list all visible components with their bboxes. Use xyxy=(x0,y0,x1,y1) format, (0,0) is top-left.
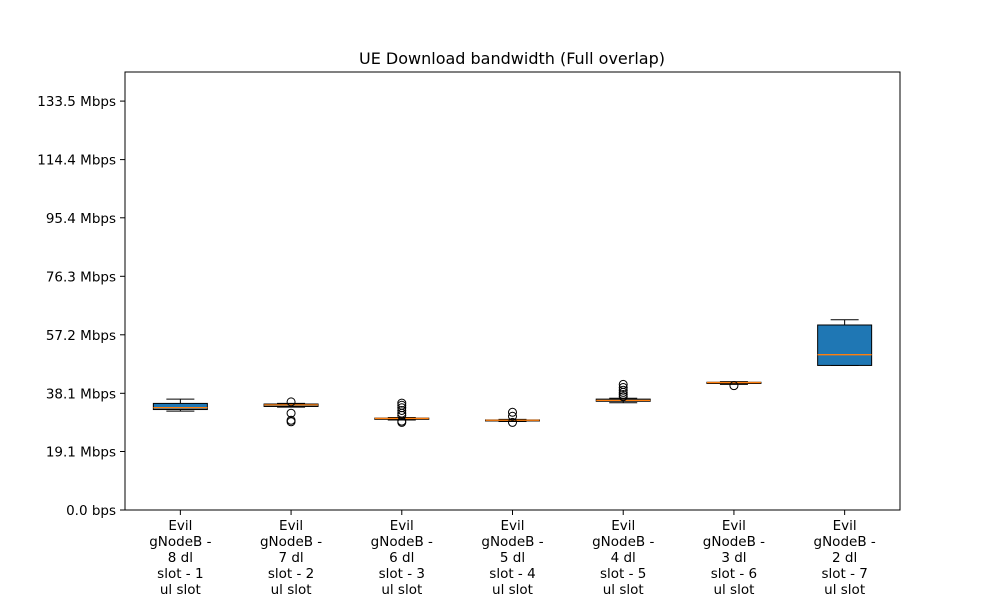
x-tick-label: Evil gNodeB -2 dl slot - 7 ul slot xyxy=(814,518,876,598)
x-tick-label: Evil gNodeB -3 dl slot - 6 ul slot xyxy=(703,518,765,598)
y-tick-label: 76.3 Mbps xyxy=(46,269,116,285)
x-tick-label-line: gNodeB - xyxy=(260,534,322,550)
y-tick-label: 114.4 Mbps xyxy=(37,153,116,169)
x-tick-label-line: gNodeB - xyxy=(481,534,543,550)
x-tick-label: Evil gNodeB -7 dl slot - 2 ul slot xyxy=(260,518,322,598)
y-tick-label: 95.4 Mbps xyxy=(46,211,116,227)
x-tick-label-line: gNodeB - xyxy=(149,534,211,550)
box-group xyxy=(375,399,429,426)
x-tick-label-line: ul slot xyxy=(381,582,422,598)
x-tick-label: Evil gNodeB -6 dl slot - 3 ul slot xyxy=(371,518,433,598)
x-tick-label-line: slot - 3 xyxy=(379,566,425,582)
x-tick-label-line: ul slot xyxy=(713,582,754,598)
x-tick-label: Evil gNodeB -4 dl slot - 5 ul slot xyxy=(592,518,654,598)
x-tick-label-line: 7 dl xyxy=(278,550,303,566)
x-tick-label-line: ul slot xyxy=(603,582,644,598)
y-tick-label: 19.1 Mbps xyxy=(46,444,116,460)
x-tick-label-line: ul slot xyxy=(824,582,865,598)
box-group xyxy=(818,320,872,366)
x-tick-label-line: slot - 2 xyxy=(268,566,314,582)
x-tick-label-line: gNodeB - xyxy=(703,534,765,550)
x-tick-label-line: 2 dl xyxy=(832,550,857,566)
box-iqr xyxy=(153,403,207,409)
x-tick-label-line: 5 dl xyxy=(500,550,525,566)
chart-title: UE Download bandwidth (Full overlap) xyxy=(359,49,665,68)
x-tick-label: Evil gNodeB -8 dl slot - 1 ul slot xyxy=(149,518,211,598)
plot-area-frame xyxy=(125,72,900,510)
box-group xyxy=(707,382,761,390)
x-tick-label-line: Evil xyxy=(500,518,524,534)
x-tick-label-line: 6 dl xyxy=(389,550,414,566)
box-group xyxy=(596,380,650,402)
x-tick-label-line: slot - 1 xyxy=(157,566,203,582)
x-tick-label-line: slot - 4 xyxy=(489,566,535,582)
y-tick-label: 57.2 Mbps xyxy=(46,328,116,344)
x-tick-label-line: Evil xyxy=(833,518,857,534)
x-tick-label-line: gNodeB - xyxy=(371,534,433,550)
x-tick-label-line: Evil xyxy=(279,518,303,534)
x-tick-label-line: 3 dl xyxy=(721,550,746,566)
x-tick-label-line: slot - 5 xyxy=(600,566,646,582)
y-axis: 0.0 bps 19.1 Mbps 38.1 Mbps 57.2 Mbps 76.3 M… xyxy=(37,94,125,519)
x-tick-label-line: slot - 7 xyxy=(821,566,867,582)
box-series xyxy=(153,320,871,427)
box-group xyxy=(264,398,318,426)
x-tick-label-line: ul slot xyxy=(271,582,312,598)
x-tick-label: Evil gNodeB -5 dl slot - 4 ul slot xyxy=(481,518,543,598)
box-group xyxy=(153,399,207,411)
x-tick-label-line: ul slot xyxy=(160,582,201,598)
y-tick-label: 38.1 Mbps xyxy=(46,386,116,402)
x-tick-label-line: ul slot xyxy=(492,582,533,598)
y-tick-label: 0.0 bps xyxy=(66,503,116,519)
x-tick-label-line: gNodeB - xyxy=(592,534,654,550)
y-tick-label: 133.5 Mbps xyxy=(37,94,116,110)
x-tick-label-line: Evil xyxy=(168,518,192,534)
x-tick-label-line: 8 dl xyxy=(168,550,193,566)
x-tick-label-line: Evil xyxy=(390,518,414,534)
x-tick-label-line: slot - 6 xyxy=(711,566,757,582)
box-iqr xyxy=(818,325,872,365)
box-group xyxy=(486,408,540,426)
x-tick-label-line: Evil xyxy=(722,518,746,534)
x-tick-label-line: gNodeB - xyxy=(814,534,876,550)
x-tick-label-line: Evil xyxy=(611,518,635,534)
x-tick-label-line: 4 dl xyxy=(611,550,636,566)
